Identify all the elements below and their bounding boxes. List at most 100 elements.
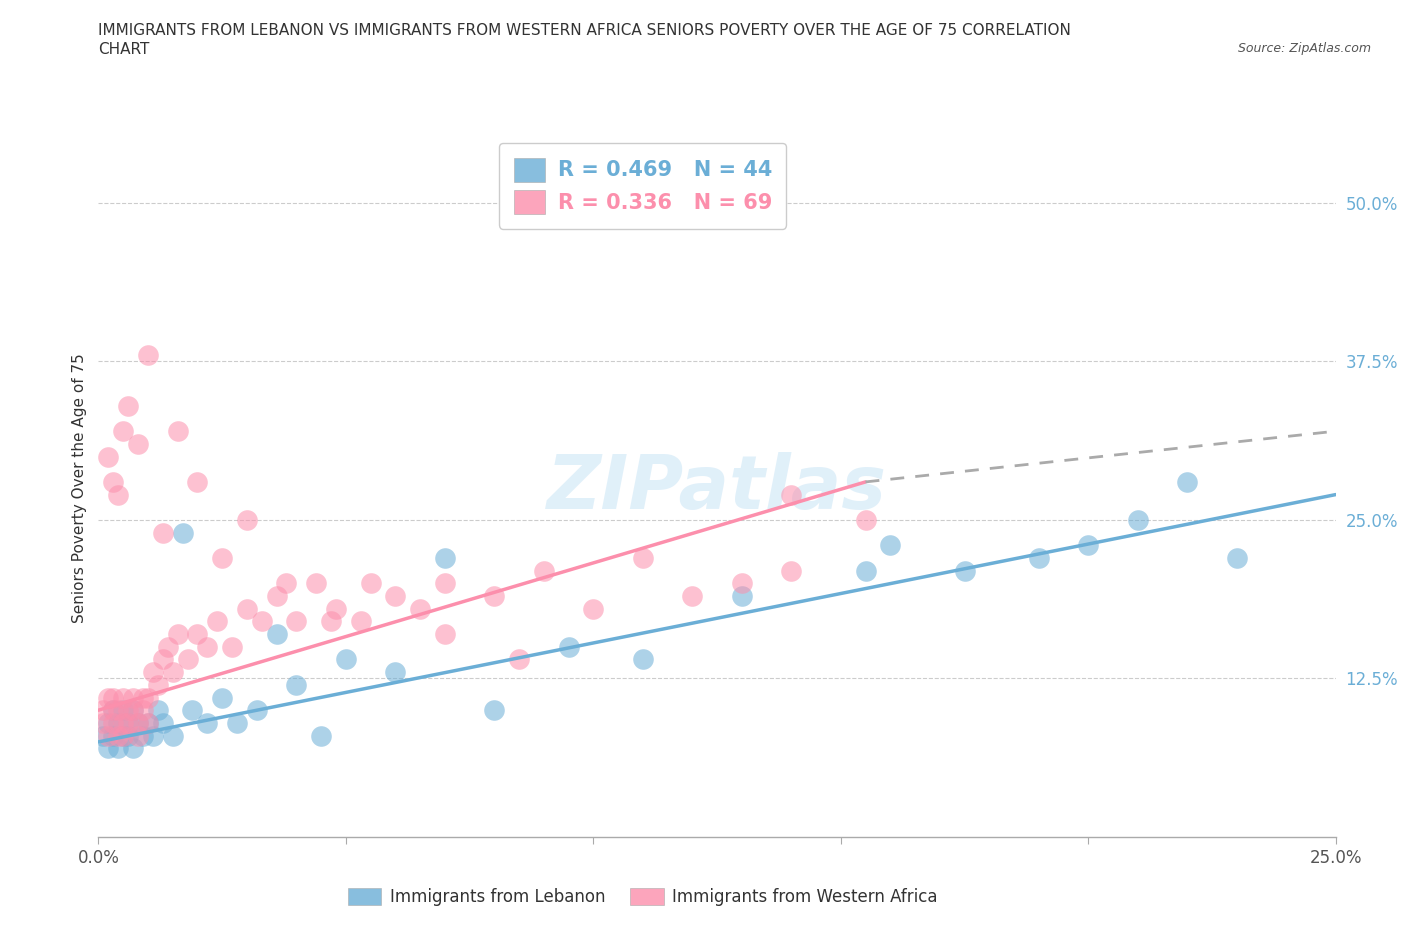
Point	[631, 652, 654, 667]
Point	[127, 715, 149, 730]
Point	[122, 703, 145, 718]
Point	[681, 589, 703, 604]
Point	[146, 677, 169, 692]
Point	[557, 639, 579, 654]
Point	[127, 715, 149, 730]
Point	[117, 728, 139, 743]
Point	[93, 728, 115, 743]
Point	[93, 703, 115, 718]
Point	[142, 665, 165, 680]
Y-axis label: Seniors Poverty Over the Age of 75: Seniors Poverty Over the Age of 75	[72, 353, 87, 623]
Point	[1226, 551, 1249, 565]
Point	[107, 715, 129, 730]
Point	[319, 614, 342, 629]
Point	[195, 715, 218, 730]
Point	[112, 703, 135, 718]
Point	[176, 652, 198, 667]
Point	[107, 487, 129, 502]
Point	[186, 627, 208, 642]
Point	[122, 690, 145, 705]
Point	[631, 551, 654, 565]
Point	[117, 715, 139, 730]
Point	[780, 487, 803, 502]
Legend: Immigrants from Lebanon, Immigrants from Western Africa: Immigrants from Lebanon, Immigrants from…	[342, 881, 945, 912]
Point	[384, 589, 406, 604]
Point	[112, 424, 135, 439]
Point	[112, 728, 135, 743]
Point	[433, 627, 456, 642]
Point	[142, 728, 165, 743]
Point	[221, 639, 243, 654]
Point	[246, 703, 269, 718]
Text: ZIPatlas: ZIPatlas	[547, 452, 887, 525]
Point	[266, 589, 288, 604]
Point	[152, 652, 174, 667]
Point	[1028, 551, 1050, 565]
Point	[132, 728, 155, 743]
Point	[433, 551, 456, 565]
Point	[309, 728, 332, 743]
Point	[195, 639, 218, 654]
Point	[117, 703, 139, 718]
Text: CHART: CHART	[98, 42, 150, 57]
Point	[156, 639, 179, 654]
Point	[132, 690, 155, 705]
Point	[181, 703, 204, 718]
Point	[117, 398, 139, 413]
Point	[97, 449, 120, 464]
Point	[107, 728, 129, 743]
Point	[152, 525, 174, 540]
Point	[152, 715, 174, 730]
Point	[146, 703, 169, 718]
Point	[1077, 538, 1099, 552]
Text: Source: ZipAtlas.com: Source: ZipAtlas.com	[1237, 42, 1371, 55]
Point	[205, 614, 228, 629]
Text: IMMIGRANTS FROM LEBANON VS IMMIGRANTS FROM WESTERN AFRICA SENIORS POVERTY OVER T: IMMIGRANTS FROM LEBANON VS IMMIGRANTS FR…	[98, 23, 1071, 38]
Point	[97, 690, 120, 705]
Point	[250, 614, 273, 629]
Point	[103, 715, 125, 730]
Point	[211, 690, 233, 705]
Point	[136, 715, 159, 730]
Point	[166, 627, 188, 642]
Point	[136, 715, 159, 730]
Point	[953, 564, 976, 578]
Point	[136, 690, 159, 705]
Point	[533, 564, 555, 578]
Point	[855, 564, 877, 578]
Point	[127, 728, 149, 743]
Point	[162, 728, 184, 743]
Point	[97, 741, 120, 756]
Point	[484, 589, 506, 604]
Point	[112, 715, 135, 730]
Point	[107, 703, 129, 718]
Point	[384, 665, 406, 680]
Point	[731, 589, 754, 604]
Point	[335, 652, 357, 667]
Point	[484, 703, 506, 718]
Point	[855, 512, 877, 527]
Point	[433, 576, 456, 591]
Point	[409, 602, 432, 617]
Point	[112, 690, 135, 705]
Point	[285, 614, 308, 629]
Point	[112, 728, 135, 743]
Point	[582, 602, 605, 617]
Point	[360, 576, 382, 591]
Point	[122, 703, 145, 718]
Point	[132, 703, 155, 718]
Point	[136, 348, 159, 363]
Point	[236, 602, 259, 617]
Point	[162, 665, 184, 680]
Point	[305, 576, 328, 591]
Point	[285, 677, 308, 692]
Point	[1126, 512, 1149, 527]
Point	[93, 715, 115, 730]
Point	[276, 576, 298, 591]
Point	[186, 474, 208, 489]
Point	[127, 436, 149, 451]
Point	[780, 564, 803, 578]
Point	[350, 614, 373, 629]
Point	[103, 703, 125, 718]
Point	[211, 551, 233, 565]
